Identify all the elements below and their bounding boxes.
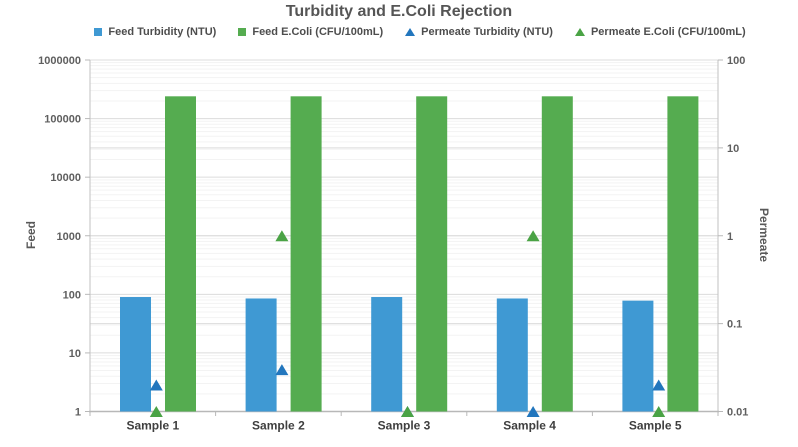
feed-turbidity-bar <box>120 297 151 412</box>
chart-legend: Feed Turbidity (NTU) Feed E.Coli (CFU/100… <box>90 26 750 38</box>
legend-square-icon <box>238 28 247 36</box>
feed-turbidity-bar <box>622 300 654 412</box>
legend-label: Feed Turbidity (NTU) <box>108 26 217 38</box>
feed-ecoli-bar <box>416 96 448 412</box>
permeate-turbidity-marker <box>149 379 163 391</box>
right-axis-tick-label: 0.1 <box>727 319 742 331</box>
legend-item-permeate-ecoli[interactable]: Permeate E.Coli (CFU/100mL) <box>574 26 746 38</box>
legend-item-feed-ecoli[interactable]: Feed E.Coli (CFU/100mL) <box>238 26 383 38</box>
permeate-ecoli-marker <box>526 230 540 242</box>
left-axis-tick-label: 100000 <box>44 114 81 126</box>
permeate-ecoli-marker <box>401 406 414 417</box>
permeate-turbidity-marker <box>652 379 666 391</box>
left-axis-tick-label: 1000000 <box>38 55 81 67</box>
permeate-ecoli-marker <box>275 230 289 242</box>
right-axis-tick-label: 1 <box>727 231 733 243</box>
legend-label: Permeate Turbidity (NTU) <box>421 26 553 38</box>
right-axis-tick-label: 0.01 <box>727 407 748 419</box>
legend-item-feed-turbidity[interactable]: Feed Turbidity (NTU) <box>94 26 216 38</box>
left-axis-tick-label: 1000 <box>57 231 81 243</box>
right-axis-tick-label: 10 <box>727 143 739 155</box>
feed-ecoli-bar <box>165 96 196 412</box>
x-category-label: Sample 1 <box>126 419 179 433</box>
legend-triangle-icon <box>405 28 416 36</box>
legend-item-permeate-turbidity[interactable]: Permeate Turbidity (NTU) <box>405 26 553 38</box>
permeate-ecoli-marker <box>149 406 163 417</box>
chart-title: Turbidity and E.Coli Rejection <box>285 3 513 20</box>
left-axis-tick-label: 10 <box>69 348 81 360</box>
permeate-turbidity-marker <box>526 406 540 417</box>
feed-ecoli-bar <box>290 96 322 412</box>
left-axis-tick-label: 1 <box>75 407 81 419</box>
permeate-ecoli-marker <box>652 406 666 417</box>
legend-label: Feed E.Coli (CFU/100mL) <box>252 26 384 38</box>
x-category-label: Sample 4 <box>503 419 556 433</box>
legend-label: Permeate E.Coli (CFU/100mL) <box>590 26 746 38</box>
x-category-label: Sample 3 <box>378 419 431 433</box>
feed-turbidity-bar <box>371 297 403 412</box>
feed-ecoli-bar <box>541 96 573 412</box>
legend-triangle-icon <box>574 28 585 36</box>
left-axis-tick-label: 10000 <box>50 172 81 184</box>
left-axis-tick-label: 100 <box>63 289 81 301</box>
legend-square-icon <box>94 28 103 36</box>
feed-turbidity-bar <box>245 298 277 412</box>
feed-ecoli-bar <box>667 96 699 412</box>
x-category-label: Sample 5 <box>629 419 682 433</box>
x-category-label: Sample 2 <box>252 419 305 433</box>
feed-turbidity-bar <box>496 298 528 412</box>
permeate-turbidity-marker <box>275 364 289 376</box>
right-axis-tick-label: 100 <box>727 55 745 67</box>
